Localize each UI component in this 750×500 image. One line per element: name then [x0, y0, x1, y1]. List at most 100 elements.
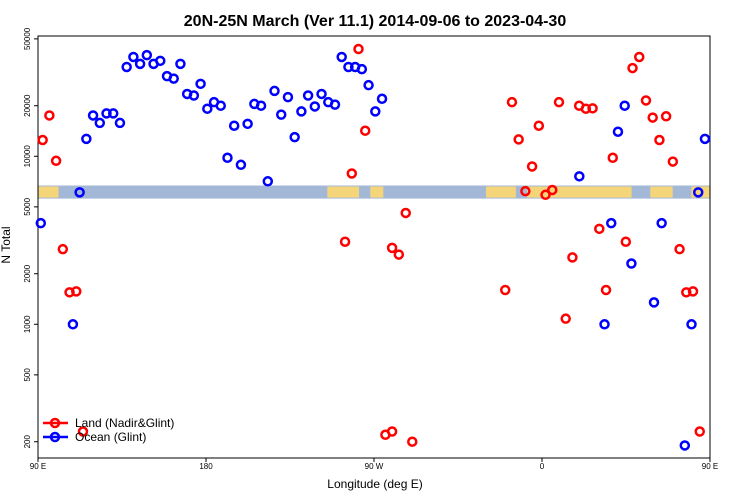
data-points: [35, 43, 711, 451]
land-segment: [650, 186, 673, 198]
map-band: [38, 185, 710, 199]
land-point: [547, 184, 558, 196]
ocean-point: [155, 55, 166, 67]
legend: Land (Nadir&Glint)Ocean (Glint): [43, 416, 174, 444]
land-point: [687, 286, 699, 297]
y-tick-label: 200: [23, 435, 32, 449]
y-axis-label: N Total: [0, 226, 13, 263]
land-segment: [370, 186, 384, 198]
land-point: [660, 111, 672, 122]
ocean-series: [35, 49, 711, 451]
ocean-point: [606, 217, 617, 229]
ocean-point: [692, 187, 704, 198]
ocean-point: [574, 171, 585, 182]
ocean-point: [168, 73, 179, 84]
ocean-point: [343, 61, 354, 73]
land-point: [647, 112, 658, 123]
ocean-point: [74, 187, 85, 198]
ocean-point: [101, 108, 112, 119]
legend-label: Land (Nadir&Glint): [75, 416, 174, 430]
land-segment: [486, 186, 516, 198]
ocean-point: [195, 78, 206, 90]
ocean-point: [329, 99, 341, 110]
land-point: [540, 189, 551, 201]
ocean-point: [309, 101, 321, 112]
land-point: [506, 96, 518, 108]
ocean-point: [67, 319, 79, 330]
ocean-point: [81, 133, 92, 145]
land-point: [587, 103, 598, 114]
ocean-point: [336, 51, 347, 63]
ocean-point: [134, 58, 146, 70]
ocean-point: [686, 319, 697, 330]
x-axis: 90 E 180 90 W 0 90 E: [30, 458, 718, 471]
land-point: [57, 243, 69, 255]
land-point: [634, 51, 645, 63]
ocean-point: [356, 63, 368, 75]
land-point: [400, 207, 411, 219]
ocean-point: [275, 109, 287, 120]
ocean-point: [699, 133, 711, 145]
ocean-point: [656, 217, 667, 229]
legend-marker: [49, 431, 61, 443]
land-point: [553, 96, 565, 108]
ocean-point: [141, 49, 153, 61]
land-point: [607, 152, 618, 164]
ocean-point: [242, 118, 253, 130]
y-tick-label: 20000: [23, 94, 32, 117]
ocean-point: [94, 117, 106, 129]
land-segment: [327, 186, 360, 198]
legend-label: Ocean (Glint): [75, 430, 146, 444]
ocean-point: [648, 297, 660, 308]
ocean-point: [114, 117, 126, 129]
land-point: [353, 43, 364, 55]
ocean-point: [188, 90, 200, 101]
land-point: [499, 284, 511, 296]
ocean-point: [175, 58, 186, 70]
x-axis-label: Longitude (deg E): [327, 477, 422, 491]
land-point: [37, 134, 48, 146]
land-point: [694, 426, 705, 437]
land-point: [520, 185, 531, 197]
ocean-point: [107, 108, 119, 119]
ocean-point: [128, 51, 139, 63]
ocean-point: [228, 120, 240, 131]
x-tick-label: 180: [199, 462, 213, 471]
y-axis: 200 500 1000 2000 5000 10000 20000 50000: [23, 27, 38, 448]
ocean-point: [202, 103, 213, 114]
land-point: [526, 161, 538, 172]
land-point: [359, 125, 371, 136]
legend-marker: [49, 417, 61, 429]
y-tick-label: 5000: [23, 197, 32, 215]
land-point: [386, 426, 398, 437]
ocean-point: [215, 100, 226, 111]
land-point: [674, 243, 685, 255]
ocean-point: [370, 106, 381, 117]
land-segment: [691, 186, 710, 198]
land-point: [44, 110, 55, 121]
ocean-point: [282, 91, 294, 103]
plot-border: [37, 35, 711, 459]
ocean-point: [376, 93, 388, 105]
plot-frame: [37, 35, 711, 459]
ocean-point: [599, 319, 610, 330]
ocean-point: [269, 85, 280, 97]
ocean-point: [626, 258, 637, 269]
y-tick-label: 2000: [23, 264, 32, 282]
land-series: [37, 43, 705, 447]
x-tick-label: 0: [540, 462, 545, 471]
y-tick-label: 50000: [23, 27, 32, 50]
ocean-point: [255, 100, 267, 111]
land-point: [533, 120, 545, 131]
ocean-point: [235, 159, 247, 171]
land-point: [600, 284, 612, 296]
ocean-point: [262, 176, 274, 187]
land-point: [640, 95, 652, 106]
land-point: [50, 155, 62, 167]
land-point: [667, 156, 679, 167]
ocean-point: [222, 152, 233, 164]
land-point: [627, 62, 638, 74]
x-tick-label: 90 W: [365, 462, 384, 471]
land-point: [71, 286, 82, 297]
